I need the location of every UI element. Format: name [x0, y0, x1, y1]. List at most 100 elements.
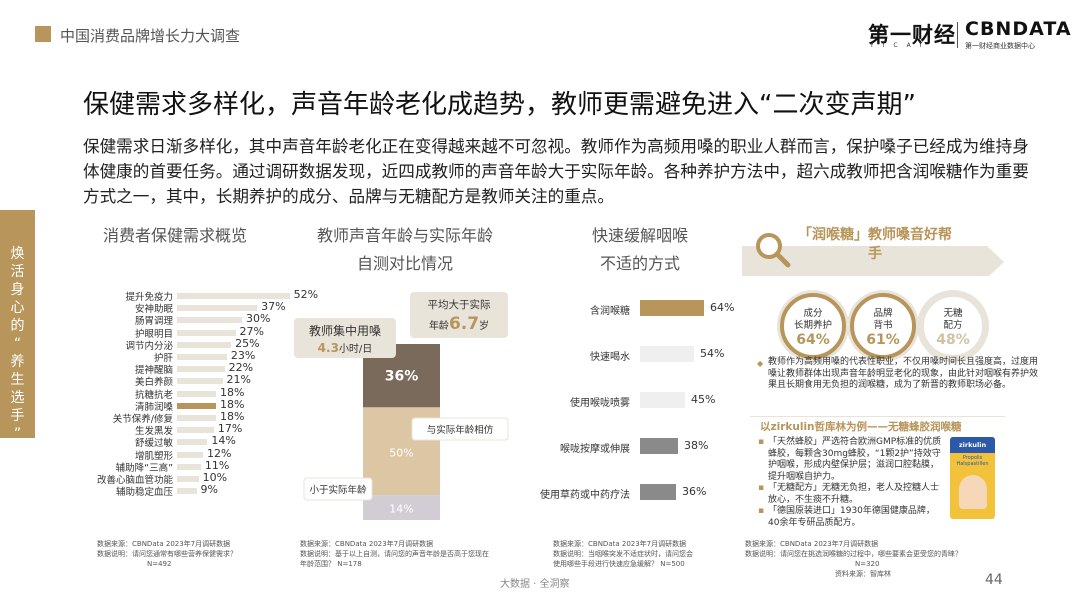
header-accent-square — [35, 26, 51, 42]
chart3-category-label: 含润喉糖 — [590, 306, 630, 317]
chart1-plot: 提升免疫力 52% 安神助眠 37% 肠胃调理 30% 护眼明目 27% 调节内分泌 25% 护肝 2… — [85, 288, 318, 530]
right-paragraph: 教师作为高频用嗓的代表性职业，不仅用嗓时间长且强度高，过度用嗓让教师群体出现声音… — [768, 357, 1039, 390]
feature-item: ▪ 「无糖配方」无糖无负担，老人及控糖人士放心，不生痰不升糖。 — [758, 483, 940, 505]
chart1-bar — [177, 427, 214, 434]
chart1-category-label: 舒缓过敏 — [134, 438, 173, 450]
chart2-note-line: 数据来源：CBNData 2023年7月调研数据 — [300, 540, 434, 548]
chart1-bar — [177, 329, 236, 336]
bullet-icon: ◆ — [757, 359, 764, 368]
chart1-category-label: 清肺润嗓 — [134, 401, 173, 413]
chart2-segment-label: 14% — [389, 503, 413, 516]
chart4-circle: 品牌 背书 61% — [850, 293, 916, 359]
chart3-value-label: 45% — [691, 393, 716, 406]
chart1-category-label: 美白养颜 — [134, 377, 173, 389]
chart3-bar — [640, 346, 694, 362]
chart4-circle-label: 品牌 背书 — [854, 297, 912, 332]
chart1-value-label: 52% — [293, 288, 319, 301]
chart4-label-line: 配方 — [943, 320, 963, 331]
chart4-circles: 成分 长期养护 64% 品牌 背书 61% 无糖 配方 48% — [780, 293, 1030, 359]
side-tab-char: 生 — [10, 372, 25, 388]
right-divider — [750, 416, 1005, 417]
chart2-note-line: 数据说明：基于以上自测，请问您的声音年龄是否高于您现在 — [300, 550, 489, 558]
chart2-category-label: 小于实际年龄 — [309, 484, 367, 496]
chart4-circle-value: 61% — [866, 332, 900, 348]
chart4-note: 数据来源：CBNData 2023年7月调研数据 数据说明：请问您在挑选润喉糖的… — [745, 539, 1010, 579]
chart1-value-label: 12% — [207, 446, 232, 460]
chart2-plot: 36% 50% 14% 教师集中用嗓 4.3小时/日 平均大于实际年龄6.7岁与实际年龄相… — [294, 292, 509, 520]
chart1-category-label: 提神醒脑 — [134, 365, 173, 377]
chart4-label-line: 成分 — [803, 308, 823, 319]
chart3-category-label: 使用草药或中药疗法 — [540, 490, 630, 501]
cbndata-logo: CBNDATA — [965, 18, 1072, 40]
chart1-category-label: 护眼明目 — [134, 328, 173, 340]
chart1-bar — [177, 390, 216, 397]
chart1-value-label: 14% — [211, 434, 236, 448]
chart3-bar — [640, 484, 676, 500]
bullet-icon: ▪ — [758, 437, 765, 447]
bullet-icon: ▪ — [758, 506, 765, 516]
chart1-value-label: 9% — [200, 483, 218, 497]
chart1-value-label: 30% — [246, 312, 271, 326]
chart2-age-callout — [410, 292, 508, 338]
chart4-circle: 成分 长期养护 64% — [780, 293, 846, 359]
cbndata-logo-sub: 第一财经商业数据中心 — [965, 42, 1035, 50]
chart3-note: 数据来源：CBNData 2023年7月调研数据 数据说明：当咽喉突发不适症状时… — [553, 539, 733, 569]
side-tab-char: 的 — [10, 318, 25, 334]
chart1-bar — [177, 451, 203, 458]
chart1-bar — [177, 415, 216, 421]
side-tab-char: 选 — [10, 390, 25, 406]
chart1-value-label: 18% — [220, 385, 245, 399]
chart2-title: 教师声音年龄与实际年龄自测对比情况 — [300, 222, 510, 278]
chart3-note-line: 数据来源：CBNData 2023年7月调研数据 — [553, 540, 687, 548]
chart2-age-label: 平均大于实际 — [428, 298, 491, 311]
chart1-value-label: 11% — [204, 458, 230, 472]
chart4-circle-label: 成分 长期养护 — [784, 297, 842, 332]
chart1-bar — [177, 354, 227, 360]
chart1-category-label: 护肝 — [153, 353, 173, 364]
magnifier-icon — [756, 233, 791, 268]
chart2-category-label: 与实际年龄相仿 — [427, 424, 494, 436]
chart4-note-line: 资料来源：智库林 — [835, 570, 891, 578]
chart3-category-label: 喉咙按摩或伸展 — [560, 444, 630, 455]
chart1-category-label: 辅助降“三高” — [115, 462, 173, 474]
side-tab — [0, 210, 35, 438]
zirkulin-title: 以zirkulin哲库林为例——无糖蜂胶润喉糖 — [760, 421, 962, 433]
feature-item: ▪ 「德国原装进口」1930年德国健康品牌，40余年专研品质配方。 — [758, 506, 935, 528]
side-tab-char: 焕 — [10, 246, 25, 262]
banner-arrow — [742, 246, 1004, 276]
chart4-note-line: 数据说明：请问您在挑选润喉糖的过程中，哪些要素会更受您的青睐？ — [745, 550, 962, 558]
chart2-age-value: 年龄6.7岁 — [429, 314, 489, 334]
yicai-logo: 第一财经 — [868, 23, 956, 47]
page-headline: 保健需求多样化，声音年龄老化成趋势，教师更需避免进入“二次变声期” — [83, 90, 916, 120]
chart4-circle-value: 64% — [796, 332, 830, 348]
logo-divider — [957, 22, 958, 48]
chart1-value-label: 25% — [235, 336, 260, 350]
chart2-usage-callout — [294, 318, 396, 358]
chart3-bar — [640, 300, 704, 316]
side-tab-char: “ — [13, 336, 22, 352]
chart2-usage-value: 4.3小时/日 — [318, 341, 373, 355]
product-name: Propolis Halspastillen — [956, 455, 989, 467]
chart1-value-label: 18% — [220, 397, 245, 411]
side-tab-char: 养 — [10, 354, 25, 370]
zirkulin-features: ▪ 「天然蜂胶」严选符合欧洲GMP标准的优质蜂胶，每颗含30mg蜂胶，“1颗2护”… — [758, 437, 943, 529]
feature-item: ▪ 「天然蜂胶」严选符合欧洲GMP标准的优质蜂胶，每颗含30mg蜂胶，“1颗2护”… — [758, 437, 942, 482]
chart4-label-line: 背书 — [873, 320, 893, 331]
chart3-category-label: 使用喉咙喷雾 — [570, 398, 630, 409]
chart3-note-line: 数据说明：当咽喉突发不适症状时，请问您会 — [553, 550, 693, 558]
chart1-category-label: 抗糖抗老 — [134, 389, 173, 401]
chart4-title: 「润喉糖」教师嗓音好帮手 — [798, 227, 952, 262]
product-face-icon — [958, 475, 987, 509]
chart3-value-label: 38% — [684, 439, 709, 452]
chart3-note-line: 使用哪些手段进行快速应急缓解？ N=500 — [553, 560, 685, 568]
chart1-bar — [177, 341, 232, 348]
chart1-note: 数据来源：CBNData 2023年7月调研数据 数据说明：请问您通常有哪些营养… — [97, 539, 277, 569]
chart3-value-label: 54% — [700, 347, 725, 360]
side-tab-label: 焕活身心的 “ 养生选手 ” — [0, 245, 35, 443]
chart3-value-label: 64% — [710, 301, 735, 314]
chart4-note-line: 数据来源：CBNData 2023年7月调研数据 — [745, 540, 879, 548]
chart1-value-label: 10% — [202, 471, 228, 484]
chart1-bar — [177, 439, 208, 446]
chart1-value-label: 18% — [220, 410, 245, 423]
chart1-category-label: 肠胃调理 — [134, 316, 173, 328]
